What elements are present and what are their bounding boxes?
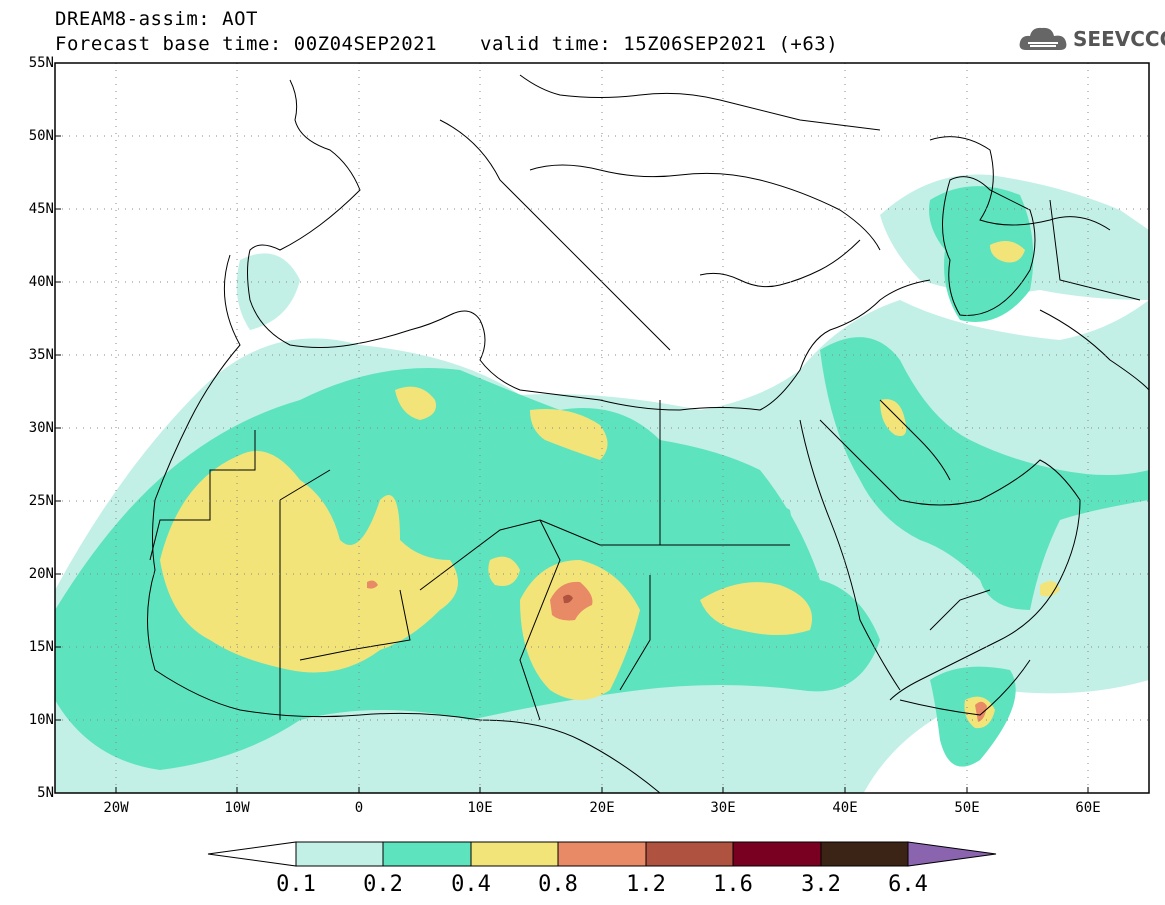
aot-shade-1-2 (563, 594, 573, 604)
lat-label: 50N (28, 128, 54, 144)
colorbar-swatch (732, 841, 822, 867)
logo-text: SEEVCCC (1073, 27, 1165, 51)
colorbar-label: 6.4 (888, 872, 928, 897)
lon-label: 40E (832, 800, 858, 816)
lat-label: 45N (28, 201, 54, 217)
colorbar (207, 841, 997, 867)
colorbar-label: 1.2 (626, 872, 666, 897)
cloud-icon (1019, 27, 1067, 50)
colorbar-label: 0.8 (538, 872, 578, 897)
lon-label: 60E (1075, 800, 1101, 816)
lat-label: 5N (37, 785, 54, 801)
colorbar-swatch (820, 841, 909, 867)
colorbar-low-arrow (207, 841, 297, 867)
lat-label: 40N (28, 274, 54, 290)
colorbar-label: 3.2 (801, 872, 841, 897)
lon-label: 20E (589, 800, 615, 816)
lat-label: 30N (28, 420, 54, 436)
colorbar-swatch (382, 841, 472, 867)
lon-label: 10E (467, 800, 493, 816)
lon-label: 10W (224, 800, 250, 816)
lon-label: 0 (354, 800, 364, 816)
lon-label: 30E (710, 800, 736, 816)
coastlines (147, 74, 1149, 793)
colorbar-label: 0.2 (363, 872, 403, 897)
lat-label: 55N (28, 55, 54, 71)
colorbar-label: 1.6 (713, 872, 753, 897)
lat-label: 25N (28, 493, 54, 509)
colorbar-high-arrow (907, 841, 997, 867)
map-gridlines (55, 63, 1149, 793)
lat-label: 15N (28, 639, 54, 655)
axis-ticks (55, 135, 1089, 793)
map-title: DREAM8-assim: AOT (55, 8, 258, 30)
colorbar-label: 0.4 (451, 872, 491, 897)
colorbar-swatch (470, 841, 559, 867)
colorbar-swatch (645, 841, 734, 867)
colorbar-swatch (295, 841, 384, 867)
colorbar-swatch (557, 841, 647, 867)
aot-shade-0-4 (160, 241, 1060, 729)
colorbar-label: 0.1 (276, 872, 316, 897)
forecast-base-time: Forecast base time: 00Z04SEP2021 (55, 33, 438, 55)
seevccc-logo: SEEVCCC (1018, 22, 1165, 56)
valid-time: valid time: 15Z06SEP2021 (+63) (480, 33, 839, 55)
lat-label: 35N (28, 347, 54, 363)
aot-map (54, 62, 1150, 794)
aot-shade-0-8 (367, 580, 987, 722)
lat-label: 10N (28, 712, 54, 728)
lon-label: 20W (103, 800, 129, 816)
lon-label: 50E (954, 800, 980, 816)
lat-label: 20N (28, 566, 54, 582)
